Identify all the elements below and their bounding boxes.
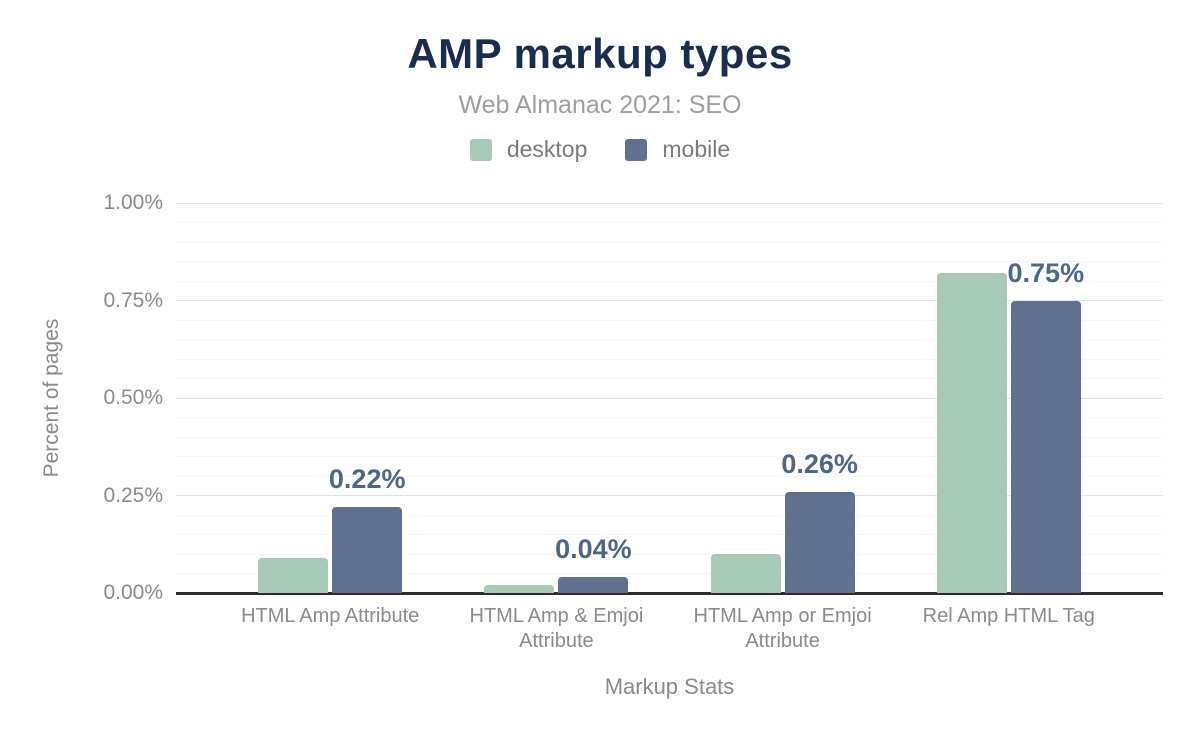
bar-desktop-0 [258,557,329,593]
bar-value-label: 0.04% [555,534,632,565]
gridline-major [176,202,1163,204]
y-tick-label: 0.25% [103,483,163,507]
legend-swatch-desktop [469,138,492,161]
gridline-minor [176,339,1163,340]
gridline-minor [176,280,1163,282]
x-tick-label: HTML Amp & Emjoi Attribute [469,605,644,652]
gridline-minor [176,456,1163,457]
gridline-minor [176,573,1163,574]
bar-value-label: 0.22% [328,464,406,495]
bar-mobile-2 [784,491,855,593]
bar-mobile-3 [1010,300,1081,593]
gridline-minor [176,378,1163,379]
y-tick-label: 0.75% [103,288,163,312]
bar-desktop-2 [710,554,781,593]
y-tick-label: 1.00% [103,191,163,214]
legend-item-mobile: mobile [625,136,730,163]
bar-mobile-1 [558,577,629,593]
gridline-minor [176,358,1163,360]
legend-label: mobile [662,136,731,162]
bar-value-label: 0.75% [1007,257,1085,288]
gridline-minor [176,222,1163,223]
bar-mobile-0 [332,507,403,593]
gridline-major [176,300,1163,301]
legend-swatch-mobile [625,138,648,161]
legend-label: desktop [506,136,588,162]
gridline-minor [176,553,1163,555]
bar-value-label: 0.26% [781,448,858,479]
gridline-minor [176,436,1163,438]
legend: desktop mobile [0,136,1200,163]
gridline-minor [176,514,1163,516]
x-axis-title: Markup Stats [604,674,735,699]
bar-desktop-3 [936,273,1007,593]
gridline-minor [176,475,1163,477]
gridline-minor [176,534,1163,535]
chart-subtitle: Web Almanac 2021: SEO [458,91,742,119]
gridline-minor [176,417,1163,418]
legend-item-desktop: desktop [469,136,588,163]
x-axis-line [176,592,1163,595]
chart-title: AMP markup types [407,30,793,77]
x-tick-label: HTML Amp or Emjoi Attribute [693,605,872,652]
bar-desktop-1 [484,585,555,593]
chart-header: AMP markup types Web Almanac 2021: SEO d… [0,0,1200,163]
y-tick-label: 0.00% [103,581,163,604]
gridline-minor [176,319,1163,321]
gridline-minor [176,241,1163,243]
x-tick-label: HTML Amp Attribute [241,605,420,627]
y-tick-label: 0.50% [103,386,163,409]
x-tick-label: Rel Amp HTML Tag [922,605,1095,627]
gridline-minor [176,261,1163,262]
gridline-major [176,495,1163,496]
gridline-major [176,397,1163,399]
